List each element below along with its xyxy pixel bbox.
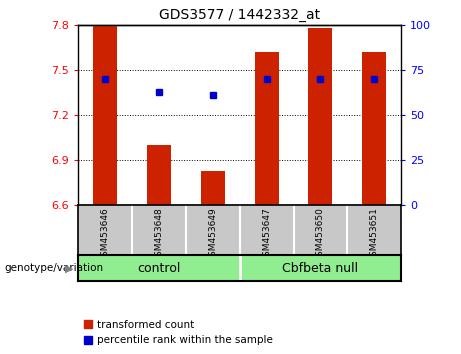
Text: Cbfbeta null: Cbfbeta null: [282, 262, 359, 275]
Bar: [201, 171, 225, 205]
Text: GSM453647: GSM453647: [262, 207, 271, 262]
Legend: transformed count, percentile rank within the sample: transformed count, percentile rank withi…: [83, 320, 273, 345]
Text: GSM453649: GSM453649: [208, 207, 217, 262]
Bar: [308, 28, 332, 205]
Text: GSM453646: GSM453646: [101, 207, 110, 262]
Text: GSM453648: GSM453648: [154, 207, 164, 262]
Title: GDS3577 / 1442332_at: GDS3577 / 1442332_at: [159, 8, 320, 22]
Bar: [93, 25, 118, 205]
Bar: [362, 52, 386, 205]
Bar: [147, 145, 171, 205]
Text: GSM453651: GSM453651: [370, 207, 378, 262]
Text: genotype/variation: genotype/variation: [5, 263, 104, 273]
Text: ▶: ▶: [65, 263, 73, 273]
Bar: [254, 52, 279, 205]
Text: control: control: [137, 262, 181, 275]
Text: GSM453650: GSM453650: [316, 207, 325, 262]
